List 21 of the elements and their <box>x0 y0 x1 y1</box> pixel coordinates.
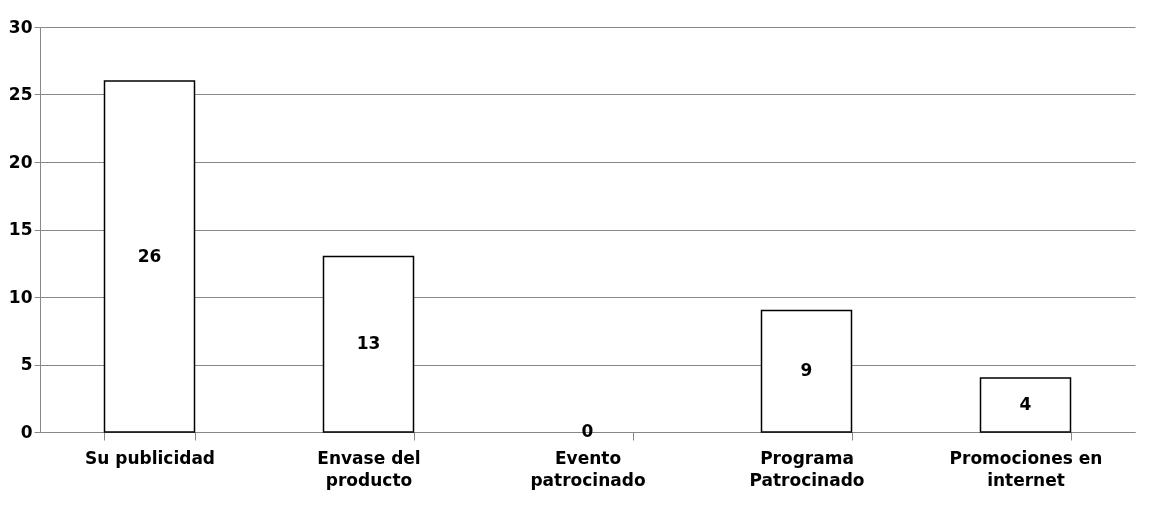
bar <box>322 255 415 433</box>
data-label: 0 <box>581 421 594 441</box>
data-label: 4 <box>1019 394 1032 414</box>
x-tick-label: Su publicidad <box>84 447 216 468</box>
bar <box>760 309 853 433</box>
y-tick-label: 25 <box>8 84 33 104</box>
data-label: 26 <box>137 245 162 266</box>
x-tick-label: Programa Patrocinado <box>749 447 865 490</box>
data-label: 9 <box>800 360 813 381</box>
data-label: 13 <box>356 333 381 354</box>
y-tick-label: 0 <box>20 421 33 442</box>
y-tick-label: 30 <box>8 16 33 37</box>
bar <box>103 80 196 433</box>
x-tick-label: Promociones en internet <box>949 447 1103 490</box>
y-tick-label: 10 <box>8 286 33 307</box>
y-tick-label: 20 <box>8 151 33 172</box>
x-tick-label: Evento patrocinado <box>530 447 646 490</box>
y-tick-label: 15 <box>8 219 33 239</box>
x-tick-label: Envase del producto <box>317 447 421 490</box>
bar <box>979 377 1072 433</box>
y-tick-label: 5 <box>20 354 33 374</box>
